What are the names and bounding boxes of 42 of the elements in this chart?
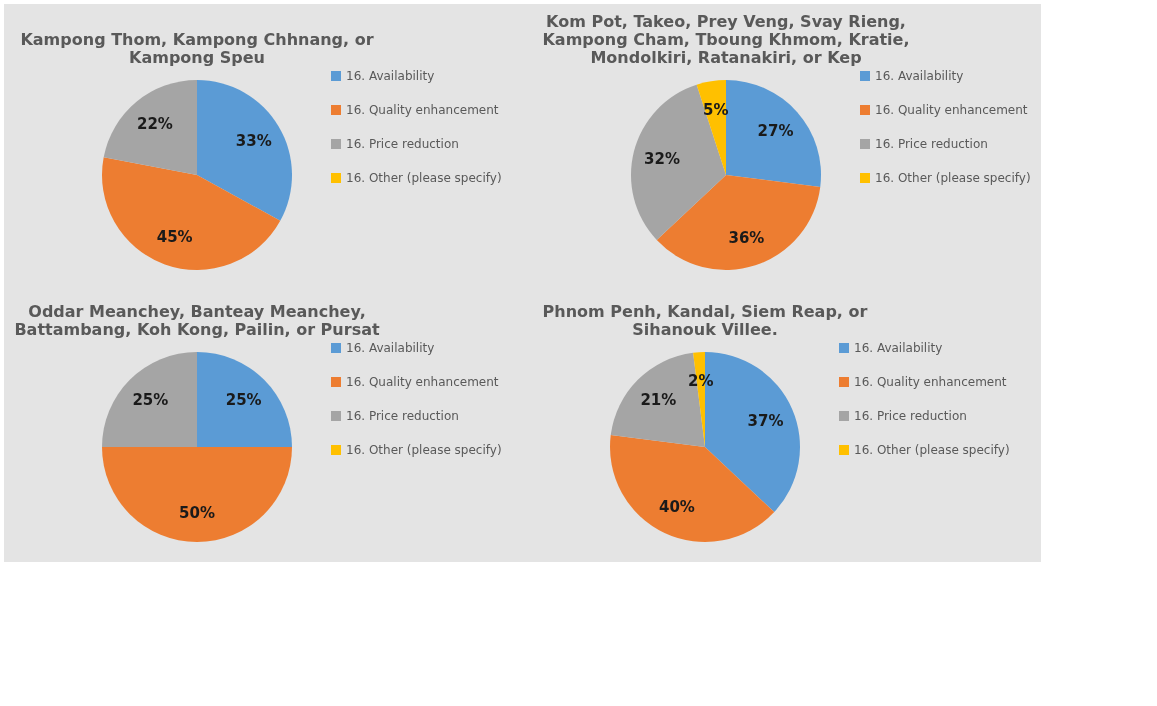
data-label: 22% xyxy=(136,115,173,134)
pie-slice xyxy=(656,175,821,270)
legend-label: 16. Price reduction xyxy=(346,409,459,423)
legend-label: 16. Other (please specify) xyxy=(346,443,502,457)
legend-label: 16. Availability xyxy=(854,341,943,355)
pie-slice xyxy=(631,84,726,241)
pie-slice xyxy=(102,447,292,542)
chart-title: Phnom Penh, Kandal, Siem Reap, or Sihanouk Villee. xyxy=(542,302,868,339)
legend-label: 16. Price reduction xyxy=(854,409,967,423)
chart-title: Kampong Thom, Kampong Chhnang, or Kampong Speu xyxy=(20,30,374,67)
chart-title: Kom Pot, Takeo, Prey Veng, Svay Rieng, Kampong Cham, Tboung Khmom, Kratie, Mondolkiri, Ratanakiri, or Kep xyxy=(542,12,910,67)
pie-slice xyxy=(726,80,821,187)
legend-label: 16. Availability xyxy=(346,341,435,355)
pie-slice xyxy=(102,352,197,447)
legend-label: 16. Quality enhancement xyxy=(854,375,1007,389)
legend-label: 16. Quality enhancement xyxy=(875,103,1028,117)
legend-label: 16. Other (please specify) xyxy=(854,443,1010,457)
legend-label: 16. Price reduction xyxy=(875,137,988,151)
pie-slice xyxy=(197,80,292,221)
data-label: 40% xyxy=(658,497,695,516)
legend-label: 16. Availability xyxy=(875,69,964,83)
chart-title: Oddar Meanchey, Banteay Meanchey, Battambang, Koh Kong, Pailin, or Pursat xyxy=(14,302,380,339)
pie-slice xyxy=(197,352,292,447)
data-label: 27% xyxy=(757,122,794,141)
data-label: 36% xyxy=(728,228,765,247)
data-label: 50% xyxy=(179,504,215,522)
pie-slice xyxy=(610,435,775,542)
data-label: 37% xyxy=(747,411,784,430)
legend-label: 16. Other (please specify) xyxy=(875,171,1031,185)
pie-slice xyxy=(102,157,281,270)
data-label: 25% xyxy=(225,391,262,410)
data-label: 45% xyxy=(156,228,193,247)
data-label: 21% xyxy=(640,391,677,410)
data-label: 25% xyxy=(132,391,169,410)
pie-slice xyxy=(103,80,197,175)
data-label: 33% xyxy=(235,132,272,151)
data-label: 32% xyxy=(644,149,681,168)
legend-label: 16. Quality enhancement xyxy=(346,375,499,389)
legend-label: 16. Availability xyxy=(346,69,435,83)
legend-label: 16. Quality enhancement xyxy=(346,103,499,117)
legend-label: 16. Other (please specify) xyxy=(346,171,502,185)
legend-label: 16. Price reduction xyxy=(346,137,459,151)
